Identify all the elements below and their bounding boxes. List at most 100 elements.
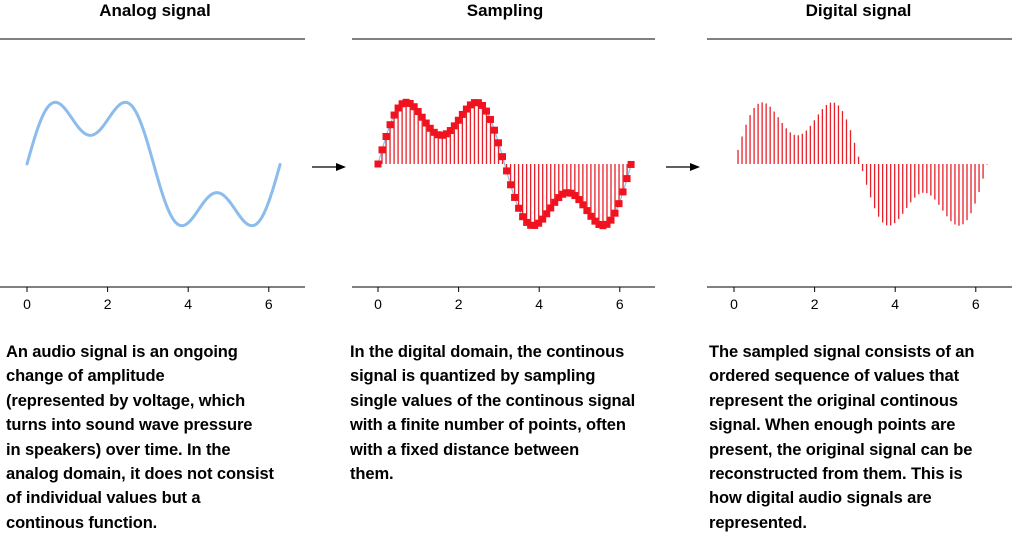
sample-point (442, 130, 450, 138)
sample-point (531, 221, 539, 229)
sample-point (470, 99, 478, 107)
sample-point (402, 98, 410, 106)
sample-point (499, 153, 507, 161)
sample-point (515, 204, 523, 212)
sampling-description-line: them. (350, 465, 394, 484)
analog-description-line: continous function. (6, 513, 158, 532)
x-tick-label: 4 (535, 296, 543, 312)
sample-point (386, 121, 394, 129)
sample-point (511, 193, 519, 201)
sample-point (430, 128, 438, 136)
sampling-description-line: with a fixed distance between (350, 440, 580, 459)
continuous-signal-curve (377, 101, 632, 227)
sample-point (414, 108, 422, 116)
sample-point (559, 190, 567, 198)
sample-point (458, 110, 466, 118)
sample-point (547, 204, 555, 212)
x-tick-label: 4 (184, 296, 192, 312)
analog-description-line: An audio signal is an ongoing (6, 343, 238, 361)
sample-point (394, 104, 402, 112)
x-tick-label: 0 (730, 296, 738, 312)
digital-description-line: ordered sequence of values that (709, 367, 959, 386)
sample-point (611, 209, 619, 217)
digital-description-line: represented. (709, 513, 807, 532)
sample-point (495, 139, 503, 147)
sample-point (627, 160, 635, 168)
sampling-description-line: with a finite number of points, often (350, 416, 626, 435)
sample-point (527, 221, 535, 229)
sample-point (571, 192, 579, 200)
x-tick-label: 4 (891, 296, 899, 312)
analog-description-line: analog domain, it does not consist (6, 465, 274, 484)
analog-signal-curve (25, 100, 282, 228)
sample-point (579, 201, 587, 209)
sample-point (478, 101, 486, 109)
sample-point (450, 122, 458, 130)
analog-description-line: (represented by voltage, which (6, 391, 246, 410)
sample-point (462, 105, 470, 113)
digital-plot: 0 2 4 6 (707, 38, 1012, 312)
digital-description-line: represent the original continous (709, 391, 958, 410)
analog-description-line: in speakers) over time. In the (6, 440, 231, 459)
sample-point (426, 124, 434, 132)
sample-point (378, 146, 386, 154)
sample-point (474, 99, 482, 107)
x-tick-label: 2 (104, 296, 112, 312)
analog-panel-title: Analog signal (99, 1, 211, 20)
sample-point (523, 218, 531, 226)
digital-description: The sampled signal consists of an ordere… (709, 340, 974, 535)
sample-point (422, 119, 430, 127)
sample-point (595, 220, 603, 228)
sample-point (490, 126, 498, 134)
sample-point (374, 160, 382, 168)
sample-point (543, 210, 551, 218)
sample-point (382, 133, 390, 141)
x-tick-label: 6 (265, 296, 273, 312)
x-tick-label: 2 (455, 296, 463, 312)
arrow-right-icon (666, 163, 700, 171)
sample-point (503, 167, 511, 175)
sample-point (418, 113, 426, 121)
sampling-description-line: single values of the continous signal (350, 391, 636, 410)
sample-point (563, 189, 571, 197)
sample-point (619, 188, 627, 196)
sample-point (583, 207, 591, 215)
analog-description: An audio signal is an ongoing change of … (6, 340, 274, 535)
sample-point (535, 219, 543, 227)
sample-point (607, 216, 615, 224)
digital-description-line: The sampled signal consists of an (709, 343, 975, 361)
sampling-panel: Sampling 0 2 4 6 In the digital domain, the… (350, 0, 660, 532)
x-tick-label: 2 (811, 296, 819, 312)
analog-description-line: turns into sound wave pressure (6, 416, 253, 435)
x-tick-label: 0 (23, 296, 31, 312)
digital-description-line: how digital audio signals are (709, 489, 932, 508)
sample-point (591, 217, 599, 225)
sample-point (410, 103, 418, 111)
sample-point (603, 220, 611, 228)
sample-point (398, 100, 406, 108)
digital-description-line: reconstructed from them. This is (709, 465, 963, 484)
sample-point (406, 99, 414, 107)
sample-point (466, 101, 474, 109)
digital-description-line: signal. When enough points are (709, 416, 956, 435)
sample-point (507, 181, 515, 189)
sample-point (434, 131, 442, 139)
arrow-right-icon (312, 163, 346, 171)
sample-point (551, 198, 559, 206)
sample-point (390, 111, 398, 119)
sample-point (599, 222, 607, 230)
sampling-plot: 0 2 4 6 (352, 38, 655, 312)
sample-point (555, 194, 563, 202)
sampling-panel-title: Sampling (466, 1, 544, 20)
sample-point (575, 196, 583, 204)
analog-plot: 0 2 4 6 (0, 38, 305, 312)
sample-point (482, 107, 490, 115)
sampling-description: In the digital domain, the continous sig… (350, 340, 635, 486)
sample-point (438, 131, 446, 139)
sample-point (623, 175, 631, 183)
x-tick-label: 6 (972, 296, 980, 312)
sampling-description-line: signal is quantized by sampling (350, 367, 596, 386)
sample-point (486, 115, 494, 123)
digital-panel: Digital signal 0 2 4 6 The sampled signal c… (705, 0, 1012, 532)
sample-point (615, 200, 623, 208)
